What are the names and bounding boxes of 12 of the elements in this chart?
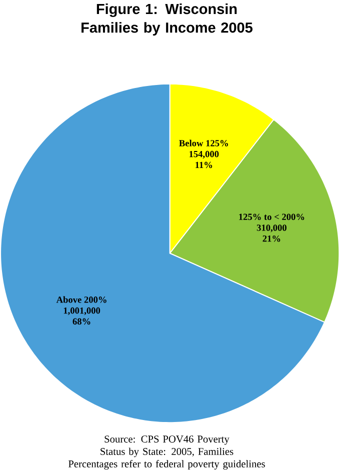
text: Percentages refer to federal poverty guidelines — [68, 460, 266, 470]
slice-label: Below 125% — [179, 140, 228, 146]
text: 11% — [196, 162, 212, 168]
text: 68% — [72, 318, 90, 325]
data-label: 1,001,000 — [64, 307, 100, 316]
text: 21% — [262, 235, 280, 242]
source-note: Source: CPS POV46 Poverty Status by State: 2005, Families — [100, 436, 234, 458]
chart-title: Figure 1: Wisconsin Families by Income 2005 — [82, 3, 253, 36]
slice-label: Above 200% — [56, 296, 107, 303]
data-label: 310,000 — [257, 224, 287, 232]
data-label: 154,000 — [190, 150, 219, 159]
slice-label: 125% to < 200% — [239, 214, 304, 220]
